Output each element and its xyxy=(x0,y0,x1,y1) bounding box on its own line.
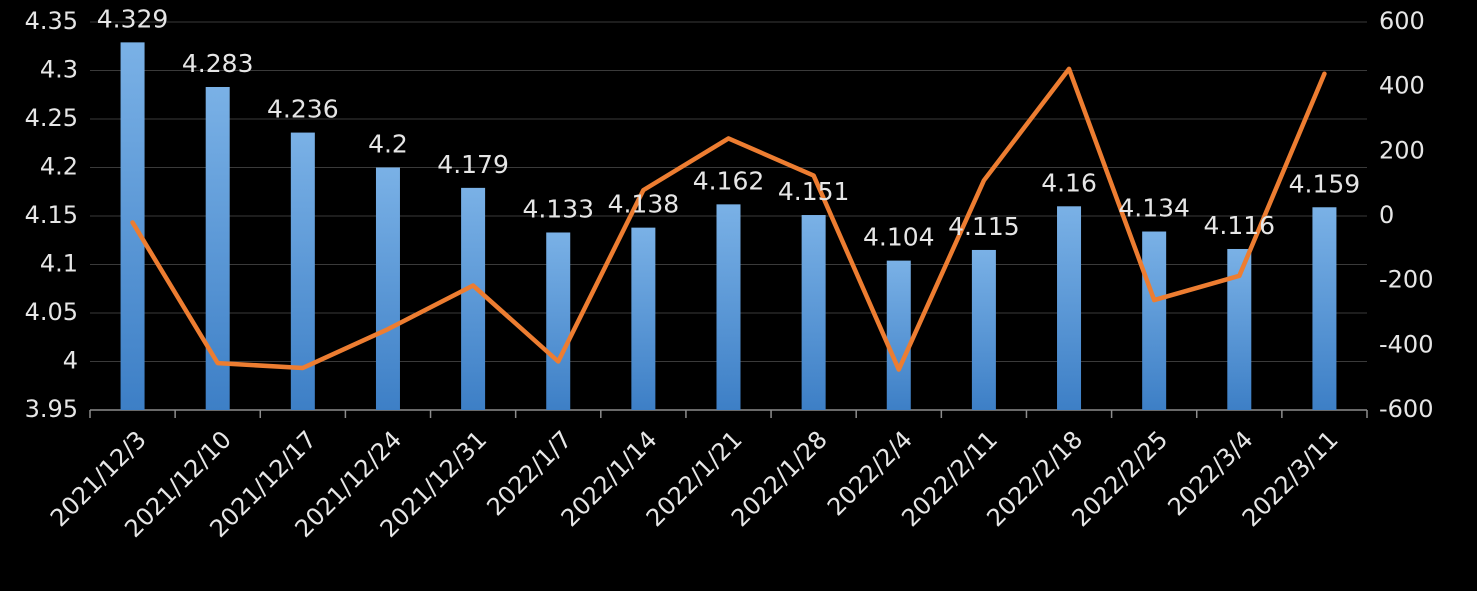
bar xyxy=(631,227,656,410)
y2-tick-label: -400 xyxy=(1379,330,1433,358)
bar xyxy=(971,249,996,410)
y2-tick-label: 200 xyxy=(1379,136,1425,164)
y2-tick-label: 600 xyxy=(1379,7,1425,35)
y2-tick-label: 400 xyxy=(1379,72,1425,100)
value-label: 4.2 xyxy=(368,130,408,159)
value-label: 4.329 xyxy=(97,4,169,33)
y-tick-label: 4.05 xyxy=(25,298,78,326)
bar xyxy=(801,215,826,410)
value-label: 4.236 xyxy=(267,95,339,124)
bar xyxy=(375,167,400,410)
y2-tick-label: -200 xyxy=(1379,266,1433,294)
y2-tick-label: 0 xyxy=(1379,201,1394,229)
value-label: 4.116 xyxy=(1204,211,1276,240)
bar xyxy=(546,232,571,410)
y-tick-label: 4.35 xyxy=(25,7,78,35)
bar xyxy=(461,187,486,410)
value-label: 4.115 xyxy=(948,212,1020,241)
y2-tick-label: -600 xyxy=(1379,395,1433,423)
y-tick-label: 4 xyxy=(63,347,78,375)
y-tick-label: 4.1 xyxy=(40,250,78,278)
y-tick-label: 4.2 xyxy=(40,153,78,181)
value-label: 4.179 xyxy=(437,150,509,179)
bar xyxy=(886,260,911,410)
value-label: 4.138 xyxy=(608,190,680,219)
line xyxy=(130,66,1327,372)
value-label: 4.104 xyxy=(863,223,935,252)
y-tick-label: 4.25 xyxy=(25,104,78,132)
y-tick-label: 4.3 xyxy=(40,56,78,84)
value-label: 4.134 xyxy=(1118,194,1190,223)
bar xyxy=(1312,207,1337,410)
value-label: 4.16 xyxy=(1041,168,1097,197)
bar xyxy=(1142,231,1167,410)
value-label: 4.133 xyxy=(522,194,594,223)
value-label: 4.151 xyxy=(778,177,850,206)
value-label: 4.162 xyxy=(693,166,765,195)
y-tick-label: 3.95 xyxy=(25,395,78,423)
y-tick-label: 4.15 xyxy=(25,201,78,229)
bar xyxy=(716,204,741,410)
bar xyxy=(1057,206,1082,410)
value-label: 4.159 xyxy=(1289,169,1361,198)
value-label: 4.283 xyxy=(182,49,254,78)
bar xyxy=(205,86,230,411)
